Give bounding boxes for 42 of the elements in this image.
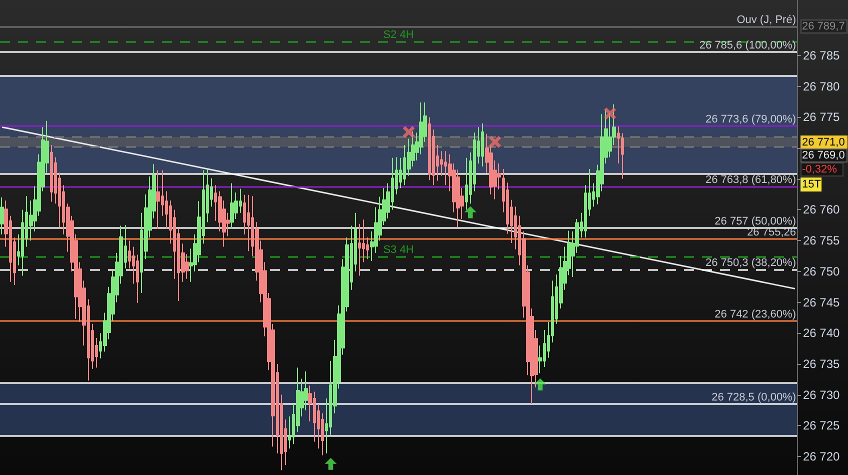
point [402,126,415,138]
point [464,206,476,218]
ref-line-label: 26 785,6 (100,00%) [699,39,796,52]
ref-line-label: S2 4H [383,28,414,41]
point [324,458,337,470]
y-tick-label: 26 760 [803,202,840,217]
y-tick-label: 26 725 [803,418,840,433]
text: 26 771,0 [802,136,845,148]
y-tick-label: 26 755 [803,234,840,248]
candlestick [358,223,361,276]
point [604,108,616,120]
y-tick-label: 26 750 [803,264,840,278]
candlestick [247,194,250,252]
ref-line-label: 26 750,3 (38,20%) [705,257,796,270]
ref-line-label: Ouv (J, Pré) [736,14,796,26]
ref-line-label: 26 742 (23,60%) [714,308,796,320]
text: 15T [802,178,822,190]
text: -0,32% [802,164,838,176]
text: 26 769,0 [802,150,845,162]
y-tick-label: 26 785 [803,48,840,63]
y-tick-label: 26 730 [803,388,840,402]
text: 26 789,7 [802,20,845,32]
y-tick-label: 26 740 [803,326,840,340]
ref-line-label: 26 763,8 (61,80%) [705,174,796,186]
ref-line-label: 26 755,26 [747,226,796,238]
point [534,378,546,390]
ref-line-label: 26 773,6 (79,00%) [705,113,796,126]
candlestick [230,182,234,229]
candlestick [50,144,53,202]
y-tick-label: 26 780 [803,79,840,94]
candlestick [428,116,431,181]
ref-line-label: 26 757 (50,00%) [714,216,796,228]
y-tick-label: 26 745 [803,295,840,310]
point [489,136,502,148]
candlestick [0,196,4,235]
candlestick [481,122,484,168]
ref-line-label: 26 728,5 (0,00%) [712,392,796,404]
y-tick-label: 26 720 [803,449,840,464]
y-tick-label: 26 735 [803,356,840,371]
candlestick [156,170,160,230]
ref-line-label: S3 4H [383,244,414,256]
y-tick-label: 26 775 [803,110,840,124]
